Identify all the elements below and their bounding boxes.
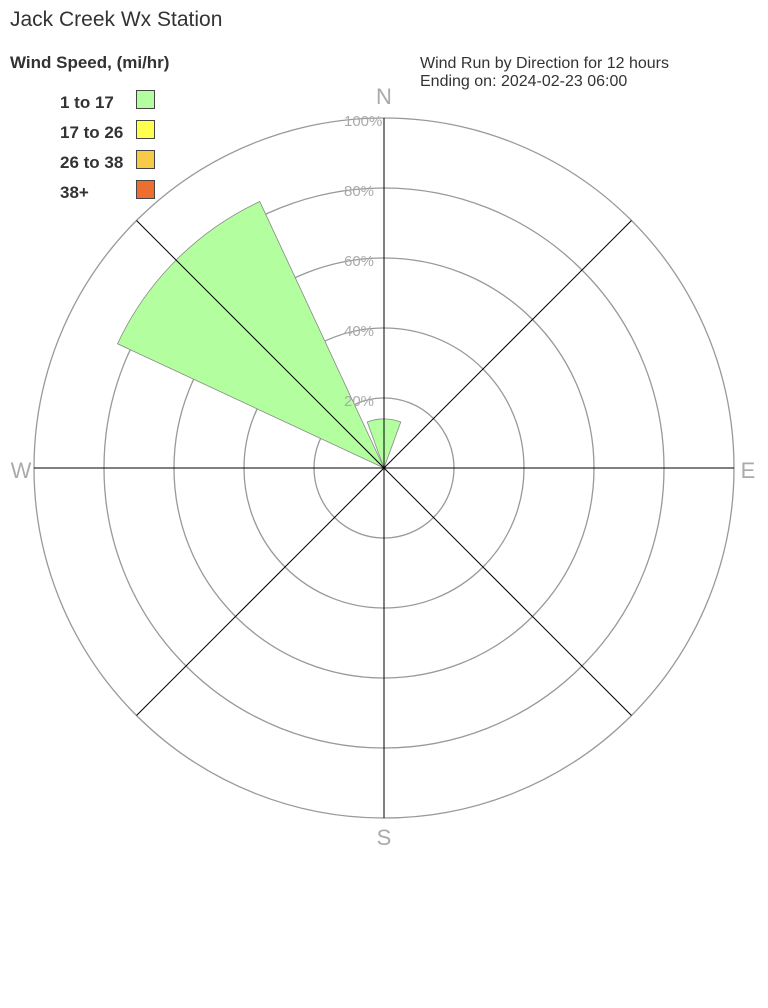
legend-label: 17 to 26: [60, 123, 124, 142]
ring-label: 20%: [344, 393, 374, 410]
direction-label-N: N: [376, 84, 392, 109]
spoke-line: [136, 467, 385, 716]
ring-label: 60%: [344, 253, 374, 270]
subtitle-line: Wind Run by Direction for 12 hours: [420, 55, 669, 72]
subtitle-line: Ending on: 2024-02-23 06:00: [420, 73, 628, 90]
legend-swatch: [136, 120, 155, 139]
direction-label-S: S: [377, 825, 392, 850]
spoke-line: [136, 220, 385, 469]
legend-swatch: [136, 180, 155, 199]
legend-swatch: [136, 150, 155, 169]
direction-label-W: W: [11, 458, 32, 483]
legend-swatch: [136, 90, 155, 109]
legend-label: 38+: [60, 183, 89, 202]
ring-label: 100%: [344, 113, 382, 130]
spoke-line: [383, 467, 632, 716]
ring-label: 40%: [344, 323, 374, 340]
legend-title: Wind Speed, (mi/hr): [10, 53, 170, 72]
direction-label-E: E: [741, 458, 756, 483]
spoke-line: [383, 220, 632, 469]
ring-label: 80%: [344, 183, 374, 200]
chart-title: Jack Creek Wx Station: [10, 8, 223, 31]
legend-label: 1 to 17: [60, 93, 114, 112]
legend-label: 26 to 38: [60, 153, 124, 172]
